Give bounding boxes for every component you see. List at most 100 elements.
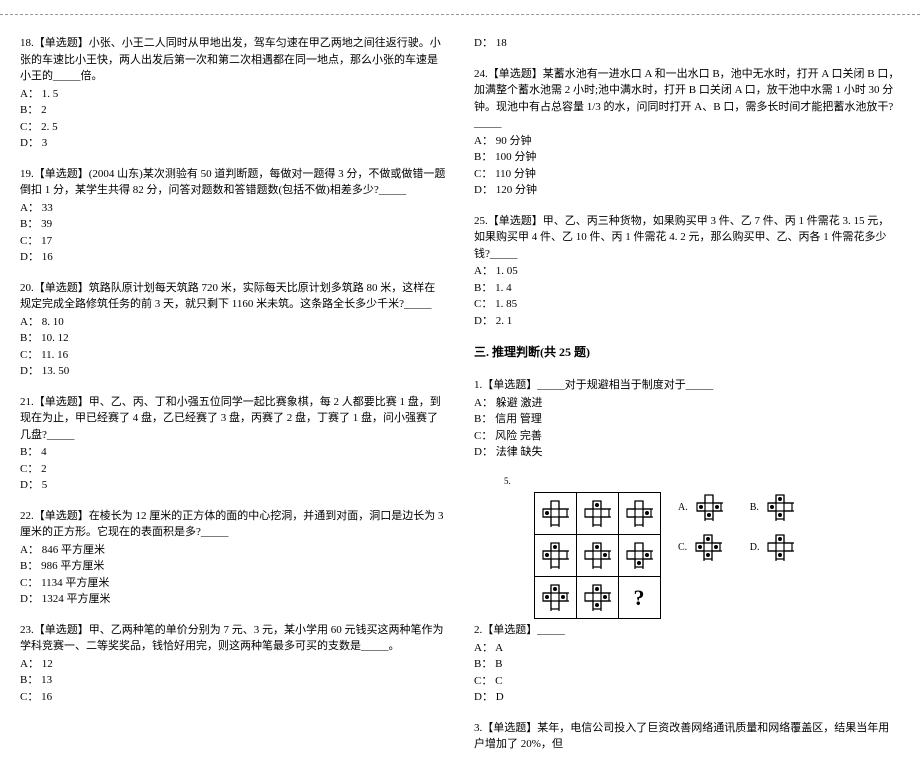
plus-shape-icon	[540, 540, 570, 570]
figure-number: 5.	[504, 475, 900, 489]
plus-shape-icon	[624, 498, 654, 528]
q21-opt-d: D： 5	[20, 477, 446, 494]
s3q1-text: 1.【单选题】_____对于规避相当于制度对于_____	[474, 377, 900, 394]
q19-opt-d: D： 16	[20, 249, 446, 266]
section-3-title: 三. 推理判断(共 25 题)	[474, 343, 900, 361]
s3q2-opt-d: D： D	[474, 689, 900, 706]
q18-opt-d: D： 3	[20, 135, 446, 152]
q25-opt-b: B： 1. 4	[474, 280, 900, 297]
stray-d18: D： 18	[474, 35, 900, 52]
d18-opt: D： 18	[474, 35, 900, 52]
s3q2-opt-b: B： B	[474, 656, 900, 673]
q25-opt-a: A： 1. 05	[474, 263, 900, 280]
question-18: 18.【单选题】小张、小王二人同时从甲地出发，驾车匀速在甲乙两地之间往返行驶。小…	[20, 35, 446, 152]
plus-shape-icon	[624, 540, 654, 570]
q19-text: 19.【单选题】(2004 山东)某次测验有 50 道判断题，每做对一题得 3 …	[20, 166, 446, 199]
grid-cell-question: ?	[618, 576, 661, 619]
plus-shape-icon	[540, 582, 570, 612]
question-s3-3: 3.【单选题】某年，电信公司投入了巨资改善网络通讯质量和网络覆盖区，结果当年用户…	[474, 720, 900, 753]
puzzle-grid: ?	[534, 492, 660, 618]
question-23: 23.【单选题】甲、乙两种笔的单价分别为 7 元、3 元，某小学用 60 元钱买…	[20, 622, 446, 706]
q19-opt-b: B： 39	[20, 216, 446, 233]
s3q2-opt-a: A： A	[474, 640, 900, 657]
plus-shape-icon	[582, 540, 612, 570]
q22-text: 22.【单选题】在棱长为 12 厘米的正方体的面的中心挖洞，并通到对面，洞口是边…	[20, 508, 446, 541]
plus-shape-icon	[540, 498, 570, 528]
figure-row: ? A. B. C. D.	[534, 492, 900, 618]
grid-cell	[534, 576, 577, 619]
q18-opt-a: A： 1. 5	[20, 86, 446, 103]
s3q1-opt-a: A： 躲避 激进	[474, 395, 900, 412]
q24-opt-c: C： 110 分钟	[474, 166, 900, 183]
q19-opt-c: C： 17	[20, 233, 446, 250]
q20-opt-d: D： 13. 50	[20, 363, 446, 380]
grid-cell	[576, 576, 619, 619]
page-container: 18.【单选题】小张、小王二人同时从甲地出发，驾车匀速在甲乙两地之间往返行驶。小…	[0, 14, 920, 767]
plus-shape-icon	[765, 532, 795, 562]
plus-shape-icon	[582, 582, 612, 612]
answer-b: B.	[750, 492, 796, 522]
q20-text: 20.【单选题】筑路队原计划每天筑路 720 米，实际每天比原计划多筑路 80 …	[20, 280, 446, 313]
q18-opt-b: B： 2	[20, 102, 446, 119]
grid-cell	[618, 492, 661, 535]
grid-cell	[576, 492, 619, 535]
s3q2-text: 2.【单选题】_____	[474, 622, 900, 639]
ans-label-b: B.	[750, 500, 759, 515]
q21-text: 21.【单选题】甲、乙、丙、丁和小强五位同学一起比赛象棋，每 2 人都要比赛 1…	[20, 394, 446, 444]
grid-cell	[618, 534, 661, 577]
ans-label-c: C.	[678, 540, 687, 555]
question-21: 21.【单选题】甲、乙、丙、丁和小强五位同学一起比赛象棋，每 2 人都要比赛 1…	[20, 394, 446, 494]
q22-opt-c: C： 1134 平方厘米	[20, 575, 446, 592]
question-s3-2: 2.【单选题】_____ A： A B： B C： C D： D	[474, 622, 900, 706]
plus-shape-icon	[765, 492, 795, 522]
ans-label-d: D.	[750, 540, 760, 555]
s3q1-opt-d: D： 法律 缺失	[474, 444, 900, 461]
grid-cell	[576, 534, 619, 577]
q18-opt-c: C： 2. 5	[20, 119, 446, 136]
q23-opt-a: A： 12	[20, 656, 446, 673]
q24-opt-b: B： 100 分钟	[474, 149, 900, 166]
question-20: 20.【单选题】筑路队原计划每天筑路 720 米，实际每天比原计划多筑路 80 …	[20, 280, 446, 380]
q21-opt-c: C： 2	[20, 461, 446, 478]
plus-shape-icon	[694, 492, 724, 522]
q19-opt-a: A： 33	[20, 200, 446, 217]
q21-opt-b: B： 4	[20, 444, 446, 461]
answer-c: C.	[678, 532, 724, 562]
question-19: 19.【单选题】(2004 山东)某次测验有 50 道判断题，每做对一题得 3 …	[20, 166, 446, 266]
answer-options: A. B. C. D.	[678, 492, 795, 562]
plus-shape-icon	[693, 532, 723, 562]
left-column: 18.【单选题】小张、小王二人同时从甲地出发，驾车匀速在甲乙两地之间往返行驶。小…	[20, 35, 446, 767]
question-24: 24.【单选题】某蓄水池有一进水口 A 和一出水口 B，池中无水时，打开 A 口…	[474, 66, 900, 199]
q25-opt-d: D： 2. 1	[474, 313, 900, 330]
s3q3-text: 3.【单选题】某年，电信公司投入了巨资改善网络通讯质量和网络覆盖区，结果当年用户…	[474, 720, 900, 753]
q25-opt-c: C： 1. 85	[474, 296, 900, 313]
s3q1-opt-c: C： 风险 完善	[474, 428, 900, 445]
grid-cell	[534, 492, 577, 535]
s3q2-opt-c: C： C	[474, 673, 900, 690]
q20-opt-b: B： 10. 12	[20, 330, 446, 347]
right-column: D： 18 24.【单选题】某蓄水池有一进水口 A 和一出水口 B，池中无水时，…	[474, 35, 900, 767]
question-mark-icon: ?	[634, 581, 645, 614]
q22-opt-d: D： 1324 平方厘米	[20, 591, 446, 608]
q24-opt-a: A： 90 分钟	[474, 133, 900, 150]
q18-text: 18.【单选题】小张、小王二人同时从甲地出发，驾车匀速在甲乙两地之间往返行驶。小…	[20, 35, 446, 85]
q23-opt-b: B： 13	[20, 672, 446, 689]
ans-label-a: A.	[678, 500, 688, 515]
q20-opt-c: C： 11. 16	[20, 347, 446, 364]
answer-a: A.	[678, 492, 724, 522]
q25-text: 25.【单选题】甲、乙、丙三种货物，如果购买甲 3 件、乙 7 件、丙 1 件需…	[474, 213, 900, 263]
plus-shape-icon	[582, 498, 612, 528]
s3q1-opt-b: B： 信用 管理	[474, 411, 900, 428]
answer-d: D.	[750, 532, 796, 562]
q23-opt-c: C： 16	[20, 689, 446, 706]
question-22: 22.【单选题】在棱长为 12 厘米的正方体的面的中心挖洞，并通到对面，洞口是边…	[20, 508, 446, 608]
grid-cell	[534, 534, 577, 577]
q22-opt-b: B： 986 平方厘米	[20, 558, 446, 575]
q22-opt-a: A： 846 平方厘米	[20, 542, 446, 559]
question-25: 25.【单选题】甲、乙、丙三种货物，如果购买甲 3 件、乙 7 件、丙 1 件需…	[474, 213, 900, 330]
q24-text: 24.【单选题】某蓄水池有一进水口 A 和一出水口 B，池中无水时，打开 A 口…	[474, 66, 900, 132]
q23-text: 23.【单选题】甲、乙两种笔的单价分别为 7 元、3 元，某小学用 60 元钱买…	[20, 622, 446, 655]
q24-opt-d: D： 120 分钟	[474, 182, 900, 199]
question-s3-1: 1.【单选题】_____对于规避相当于制度对于_____ A： 躲避 激进 B：…	[474, 377, 900, 461]
q20-opt-a: A： 8. 10	[20, 314, 446, 331]
